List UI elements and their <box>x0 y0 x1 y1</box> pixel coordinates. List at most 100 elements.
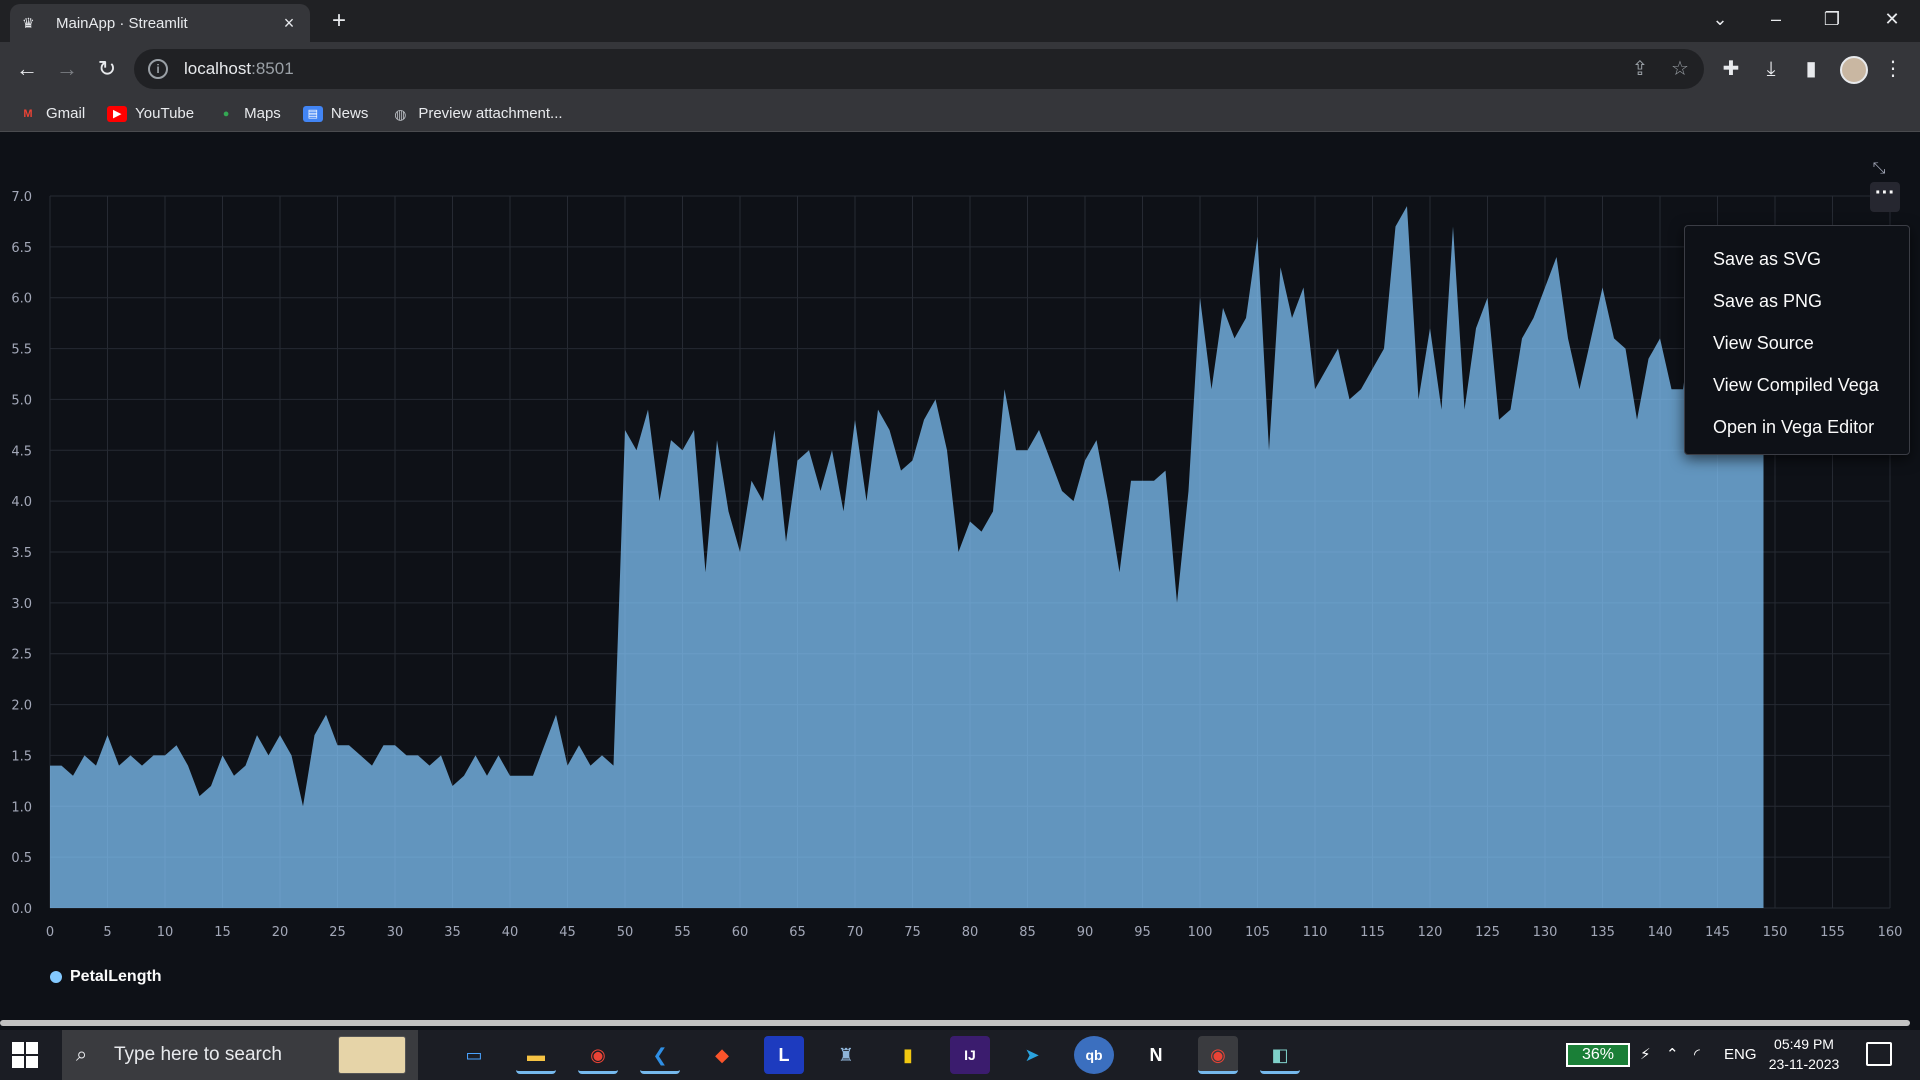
bookmark-label: Gmail <box>46 105 86 122</box>
area-series-petallength <box>50 206 1764 909</box>
charging-icon: ⚡ <box>1640 1046 1651 1063</box>
taskbar-clock[interactable]: 05:49 PM 23-11-2023 <box>1762 1034 1846 1074</box>
menu-open-vega-editor[interactable]: Open in Vega Editor <box>1713 417 1875 437</box>
browser-tabbar: ♛ MainApp · Streamlit × + ⌄ – ❐ ✕ <box>0 0 1920 42</box>
new-tab-button[interactable]: + <box>331 7 346 34</box>
browser-tab[interactable]: ♛ MainApp · Streamlit × <box>10 4 310 42</box>
clock-date: 23-11-2023 <box>1768 1056 1840 1072</box>
news-icon: ▤ <box>302 105 323 122</box>
search-placeholder: Type here to search <box>114 1044 282 1065</box>
back-icon[interactable]: ← <box>16 56 38 81</box>
x-tick-label: 130 <box>1533 925 1558 940</box>
x-tick-label: 25 <box>329 925 346 940</box>
close-window-button[interactable]: ✕ <box>1884 9 1900 29</box>
x-tick-label: 90 <box>1077 925 1094 940</box>
x-tick-label: 140 <box>1648 925 1673 940</box>
menu-view-compiled-vega[interactable]: View Compiled Vega <box>1713 375 1879 395</box>
site-info-icon[interactable]: i <box>148 59 168 79</box>
telegram-icon[interactable]: ➤ <box>1024 1045 1040 1065</box>
powerbi-icon[interactable]: ▮ <box>903 1045 913 1065</box>
globe-icon: ◍ <box>394 105 407 122</box>
desktop-app-icon[interactable]: ▭ <box>465 1045 483 1065</box>
bookmark-gmail[interactable]: M Gmail <box>18 105 85 122</box>
bookmark-news[interactable]: ▤ News <box>302 105 369 122</box>
language-indicator[interactable]: ENG <box>1724 1046 1757 1063</box>
qbittorrent-icon[interactable]: qb <box>1074 1036 1114 1074</box>
x-tick-label: 155 <box>1820 925 1845 940</box>
search-highlight-image[interactable] <box>338 1036 406 1074</box>
y-tick-label: 2.0 <box>11 699 32 714</box>
windows-start-icon[interactable] <box>12 1042 38 1068</box>
y-tick-label: 5.0 <box>11 393 32 408</box>
notification-center-icon[interactable] <box>1866 1042 1892 1066</box>
y-tick-label: 4.5 <box>11 444 32 459</box>
x-tick-label: 135 <box>1590 925 1615 940</box>
browser-menu-icon[interactable]: ⋮ <box>1883 58 1903 80</box>
address-bar[interactable]: i localhost:8501 ⇪ ☆ <box>134 49 1704 89</box>
y-tick-label: 2.5 <box>11 648 32 663</box>
windows-taskbar: ⌕ Type here to search ▭ ▬ ◉ ❮ ◆ L ♜ ▮ IJ… <box>0 1030 1920 1080</box>
profile-avatar[interactable] <box>1840 56 1868 84</box>
chart-legend: PetalLength <box>50 968 162 986</box>
extensions-icon[interactable]: ✚ <box>1722 58 1740 80</box>
y-tick-label: 6.0 <box>11 292 32 307</box>
x-tick-label: 125 <box>1475 925 1500 940</box>
gmail-icon: M <box>23 107 33 120</box>
taskbar-search-box[interactable]: ⌕ Type here to search <box>62 1030 418 1080</box>
menu-save-svg[interactable]: Save as SVG <box>1713 249 1822 269</box>
y-tick-label: 6.5 <box>11 241 32 256</box>
share-icon[interactable]: ⇪ <box>1631 58 1649 80</box>
streamlit-page: 0 5 10 15 20 25 30 35 40 45 50 55 60 65 70 75 80 85 90 95 10… <box>0 133 1920 1025</box>
side-panel-icon[interactable]: ▮ <box>1805 58 1817 80</box>
tab-search-icon[interactable]: ⌄ <box>1712 9 1728 29</box>
y-tick-label: 1.5 <box>11 749 32 764</box>
close-tab-icon[interactable]: × <box>283 12 295 33</box>
url-host: localhost <box>184 59 252 78</box>
minimize-button[interactable]: – <box>1770 9 1781 29</box>
x-tick-label: 110 <box>1303 925 1328 940</box>
x-tick-label: 20 <box>272 925 289 940</box>
bookmark-youtube[interactable]: ▶ YouTube <box>107 105 194 122</box>
launcher-l-icon[interactable]: L <box>764 1036 804 1074</box>
y-tick-label: 3.0 <box>11 597 32 612</box>
chrome-active-icon[interactable]: ◉ <box>1198 1036 1238 1074</box>
restore-button[interactable]: ❐ <box>1823 9 1841 29</box>
download-icon[interactable]: ⤓ <box>1766 58 1776 80</box>
legend-swatch <box>50 971 62 983</box>
vscode-icon[interactable]: ❮ <box>640 1036 680 1074</box>
bookmark-label: YouTube <box>135 105 195 122</box>
legend-label: PetalLength <box>70 968 162 985</box>
bookmark-star-icon[interactable]: ☆ <box>1671 58 1689 80</box>
horizontal-scrollbar[interactable] <box>0 1020 1910 1026</box>
chrome-icon[interactable]: ◉ <box>578 1036 618 1074</box>
tab-title: MainApp · Streamlit <box>56 14 188 32</box>
exit-fullscreen-icon[interactable]: ⤡ <box>1872 160 1886 177</box>
x-tick-label: 10 <box>157 925 174 940</box>
y-tick-label: 5.5 <box>11 343 32 358</box>
file-explorer-icon[interactable]: ▬ <box>516 1036 556 1074</box>
reload-icon[interactable]: ↻ <box>97 56 117 81</box>
x-tick-label: 120 <box>1418 925 1443 940</box>
intellij-icon[interactable]: IJ <box>950 1036 990 1074</box>
x-tick-label: 40 <box>502 925 519 940</box>
y-tick-label: 3.5 <box>11 546 32 561</box>
chart-actions-menu-button[interactable]: ··· <box>1870 182 1900 212</box>
forward-icon[interactable]: → <box>56 56 78 81</box>
bookmark-label: News <box>330 105 369 122</box>
x-tick-label: 75 <box>904 925 921 940</box>
streamlit-favicon-icon: ♛ <box>22 14 35 31</box>
bookmark-maps[interactable]: ● Maps <box>216 105 281 122</box>
wifi-icon[interactable]: ◜ <box>1694 1046 1700 1063</box>
postgres-icon[interactable]: ♜ <box>837 1045 855 1065</box>
notion-icon[interactable]: N <box>1149 1045 1163 1065</box>
x-tick-label: 70 <box>847 925 864 940</box>
brave-icon[interactable]: ◆ <box>715 1045 729 1065</box>
menu-view-source[interactable]: View Source <box>1713 333 1814 353</box>
menu-save-png[interactable]: Save as PNG <box>1713 291 1823 311</box>
notes-app-icon[interactable]: ◧ <box>1260 1036 1300 1074</box>
bookmark-preview-attachment[interactable]: ◍ Preview attachment... <box>390 105 562 122</box>
show-hidden-icons-icon[interactable]: ⌃ <box>1666 1046 1679 1063</box>
battery-indicator[interactable]: 36% <box>1566 1043 1630 1067</box>
y-tick-label: 4.0 <box>11 495 32 510</box>
x-tick-label: 100 <box>1188 925 1213 940</box>
